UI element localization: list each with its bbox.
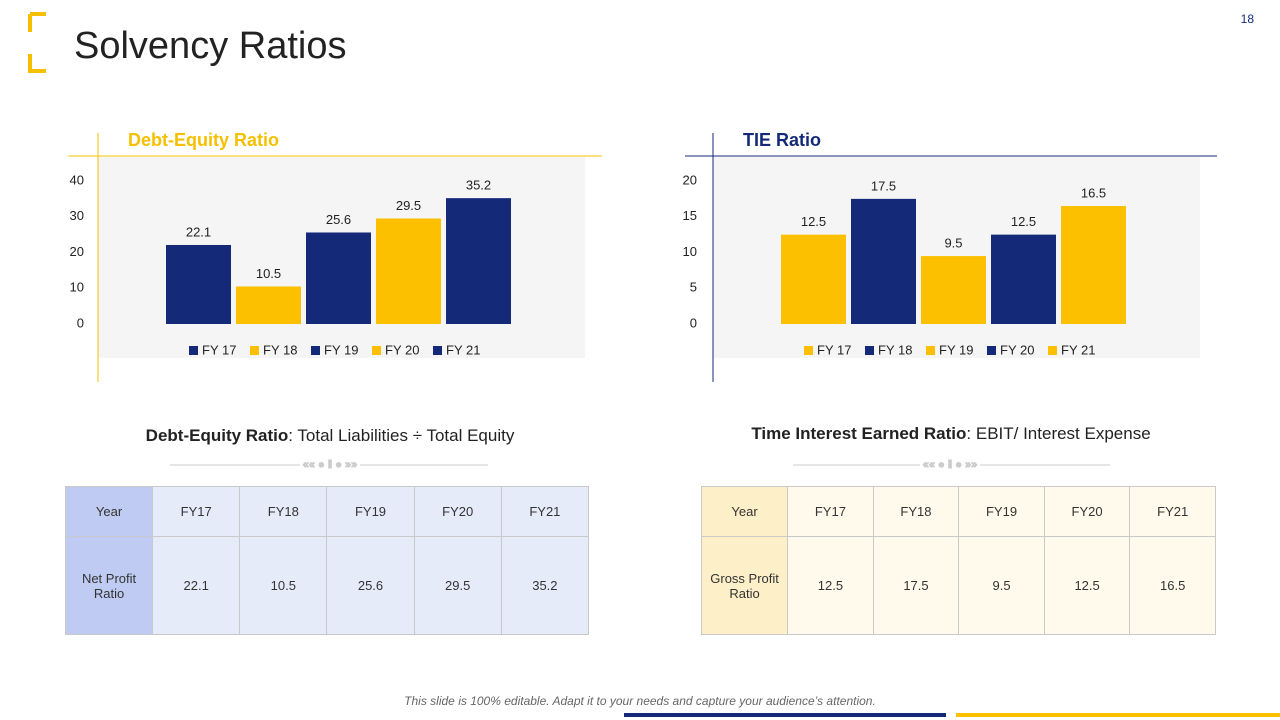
table-cell: FY19 [326,485,415,538]
table-row: Net Profit Ratio 22.1 10.5 25.6 29.5 35.2 [64,536,590,635]
legend-swatch [311,346,320,355]
table-row: Year FY17 FY18 FY19 FY20 FY21 [64,485,590,538]
slide-title: Solvency Ratios [74,25,346,67]
bar [991,234,1056,324]
svg-text:«« ● ‖ ● »»: «« ● ‖ ● »» [303,459,358,471]
table-cell: 29.5 [413,536,502,635]
divider: «« ● ‖ ● »» «« ● ‖ ● »» [170,458,1110,471]
footer-bar [624,713,946,717]
table-cell: FY18 [872,485,960,538]
formula: Debt-Equity Ratio: Total Liabilities ÷ T… [30,426,630,446]
legend-swatch [987,346,996,355]
y-tick-label: 0 [690,315,697,330]
formula-text: : EBIT/ Interest Expense [966,424,1151,443]
data-label: 10.5 [256,266,281,281]
legend-swatch [433,346,442,355]
data-label: 22.1 [186,224,211,239]
data-label: 12.5 [801,214,826,229]
table-cell: 12.5 [787,536,874,635]
data-label: 17.5 [871,178,896,193]
table-cell: 25.6 [326,536,415,635]
table-cell: FY20 [413,485,502,538]
legend-swatch [189,346,198,355]
table-cell: FY21 [500,485,590,538]
legend-label: FY 19 [939,342,973,357]
legend-label: FY 17 [202,342,236,357]
table-cell: 10.5 [239,536,328,635]
chart-title: TIE Ratio [743,130,821,150]
bar [921,256,986,324]
table-row: Year FY17 FY18 FY19 FY20 FY21 [700,485,1216,538]
table-cell: FY19 [958,485,1045,538]
table-cell: FY17 [152,485,241,538]
ratio-table: Year FY17 FY18 FY19 FY20 FY21 Net Profit Ratio… [64,485,590,635]
bar [376,218,441,324]
data-label: 29.5 [396,198,421,213]
legend-label: FY 21 [1061,342,1095,357]
legend-label: FY 21 [446,342,480,357]
legend-label: FY 20 [1000,342,1034,357]
y-tick-label: 10 [70,280,84,295]
bar [1061,206,1126,324]
footer-bar [956,713,1280,717]
table-cell: 35.2 [500,536,590,635]
legend-label: FY 20 [385,342,419,357]
legend-label: FY 17 [817,342,851,357]
formula-name: Debt-Equity Ratio [145,426,289,445]
y-tick-label: 30 [70,208,84,223]
data-label: 12.5 [1011,214,1036,229]
table-cell: 12.5 [1043,536,1131,635]
legend-label: FY 18 [263,342,297,357]
legend-label: FY 18 [878,342,912,357]
ratio-table: Year FY17 FY18 FY19 FY20 FY21 Gross Profit Rat… [700,485,1216,635]
y-tick-label: 0 [77,315,84,330]
formula-text: : Total Liabilities ÷ Total Equity [288,426,515,445]
data-label: 25.6 [326,212,351,227]
table-cell: FY20 [1043,485,1131,538]
data-label: 35.2 [466,178,491,193]
chart-title: Debt-Equity Ratio [128,130,279,150]
table-cell: Gross Profit Ratio [700,536,789,635]
table-cell: FY17 [787,485,874,538]
page-number: 18 [1241,12,1255,26]
legend-swatch [250,346,259,355]
legend-swatch [865,346,874,355]
y-tick-label: 20 [70,244,84,259]
y-tick-label: 40 [70,172,84,187]
table-cell: 9.5 [958,536,1045,635]
legend-label: FY 19 [324,342,358,357]
table-cell: 22.1 [152,536,241,635]
table-cell: Year [700,485,789,538]
data-label: 16.5 [1081,185,1106,200]
y-tick-label: 5 [690,280,697,295]
bar [306,232,371,324]
bar [166,244,231,324]
bar [781,234,846,324]
legend-swatch [804,346,813,355]
corner-bracket [28,12,46,73]
bar [851,198,916,324]
table-cell: 17.5 [872,536,960,635]
bar [446,198,511,324]
y-tick-label: 20 [683,172,697,187]
y-tick-label: 10 [683,244,697,259]
legend-swatch [1048,346,1057,355]
table-cell: FY21 [1129,485,1216,538]
legend-swatch [372,346,381,355]
bar [236,286,301,324]
table-cell: 16.5 [1129,536,1216,635]
data-label: 9.5 [944,236,962,251]
table-cell: Year [64,485,154,538]
svg-text:«« ● ‖ ● »»: «« ● ‖ ● »» [923,459,978,471]
table-row: Gross Profit Ratio 12.5 17.5 9.5 12.5 16.5 [700,536,1216,635]
formula-name: Time Interest Earned Ratio [751,424,967,443]
table-cell: Net Profit Ratio [64,536,154,635]
formula: Time Interest Earned Ratio: EBIT/ Intere… [651,424,1251,444]
legend-swatch [926,346,935,355]
footer-note: This slide is 100% editable. Adapt it to… [404,694,876,708]
y-tick-label: 15 [683,208,697,223]
table-cell: FY18 [239,485,328,538]
